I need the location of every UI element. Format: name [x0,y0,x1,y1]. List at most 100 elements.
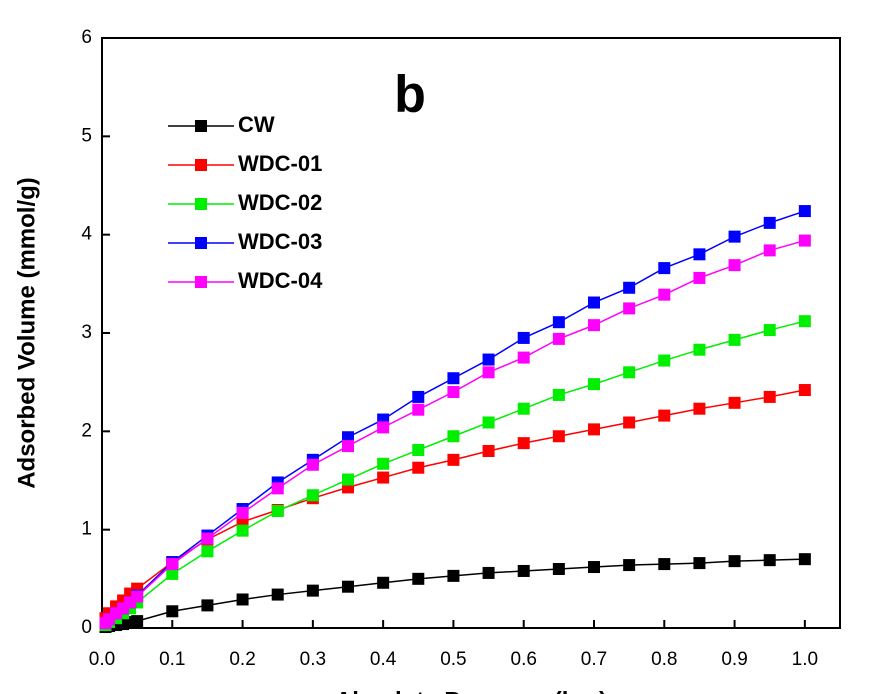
data-point [552,430,565,443]
data-point [201,599,214,612]
y-tick-label: 4 [81,224,92,245]
data-point [412,444,425,457]
data-point [588,561,600,574]
legend-label: WDC-01 [238,151,322,176]
y-tick-label: 2 [81,420,92,441]
data-point [763,244,776,257]
data-point [693,402,706,415]
data-point [412,461,425,474]
x-tick-label: 0.5 [440,649,466,670]
data-point [623,559,636,572]
data-point [517,351,530,364]
data-point [342,580,354,593]
data-point [763,216,776,229]
legend-label: WDC-03 [238,229,322,254]
x-tick-label: 0.4 [370,649,397,670]
data-point [728,259,741,272]
legend-label: WDC-02 [238,190,322,215]
data-point [728,333,741,346]
data-point [658,558,671,571]
data-point [517,564,530,577]
legend-marker [195,237,207,249]
data-point [412,572,425,585]
data-point [798,384,811,397]
y-axis-label: Adsorbed Volume (mmol/g) [13,177,40,489]
data-point [623,302,636,315]
data-point [201,545,214,558]
data-point [552,563,565,575]
legend-label: WDC-04 [238,268,323,293]
data-point [763,324,776,337]
y-tick-label: 1 [81,519,92,540]
x-tick-label: 0.1 [159,649,185,670]
panel-label: b [394,66,426,124]
y-tick-label: 0 [81,617,92,638]
x-tick-label: 0.6 [511,649,537,670]
x-tick-label: 0.0 [89,649,115,670]
data-point [131,615,144,628]
x-tick-label: 0.9 [721,649,747,670]
data-point [271,504,284,517]
data-point [798,553,811,566]
data-point [728,230,741,243]
x-tick-label: 0.7 [581,649,607,670]
data-point [798,205,811,218]
data-point [166,558,179,571]
data-point [588,378,600,391]
data-point [658,288,671,301]
legend-label: CW [238,112,275,137]
legend-marker [195,198,207,210]
data-point [658,409,671,422]
y-tick-label: 6 [81,27,92,48]
data-point [271,588,284,601]
data-point [447,386,460,398]
data-point [166,567,179,580]
data-point [623,416,636,429]
data-point [728,555,741,568]
data-point [588,296,600,309]
data-point [447,569,460,582]
series-line [105,558,805,628]
data-point [377,421,390,434]
data-point [728,396,741,409]
data-point [482,416,495,429]
data-point [306,584,319,597]
legend-marker [195,276,207,288]
x-axis-label: Absolute Pressure (bar) [335,687,607,694]
data-point [482,366,495,379]
data-point [201,532,214,545]
y-tick-label: 5 [81,125,92,146]
series-line [104,389,806,619]
data-point [552,332,565,345]
data-point [306,458,319,471]
data-point [447,372,460,385]
data-point [236,524,249,537]
data-point [412,403,425,416]
data-point [166,605,179,618]
data-point [306,489,319,502]
data-point [412,390,425,403]
data-point [377,576,390,589]
x-tick-label: 0.8 [651,649,677,670]
data-point [342,473,354,486]
y-tick-label: 3 [81,322,92,343]
x-tick-label: 0.3 [300,649,326,670]
data-point [517,331,530,344]
data-point [588,319,600,332]
data-point [693,248,706,261]
data-point [377,471,390,484]
data-point [342,440,354,453]
x-tick-label: 0.2 [229,649,255,670]
data-point [236,593,249,606]
data-point [658,262,671,275]
legend-marker [195,159,207,171]
data-point [623,281,636,294]
data-point [693,271,706,284]
data-point [447,453,460,466]
data-point [693,557,706,570]
x-tick-label: 1.0 [792,649,818,670]
data-point [552,316,565,329]
data-point [763,554,776,567]
